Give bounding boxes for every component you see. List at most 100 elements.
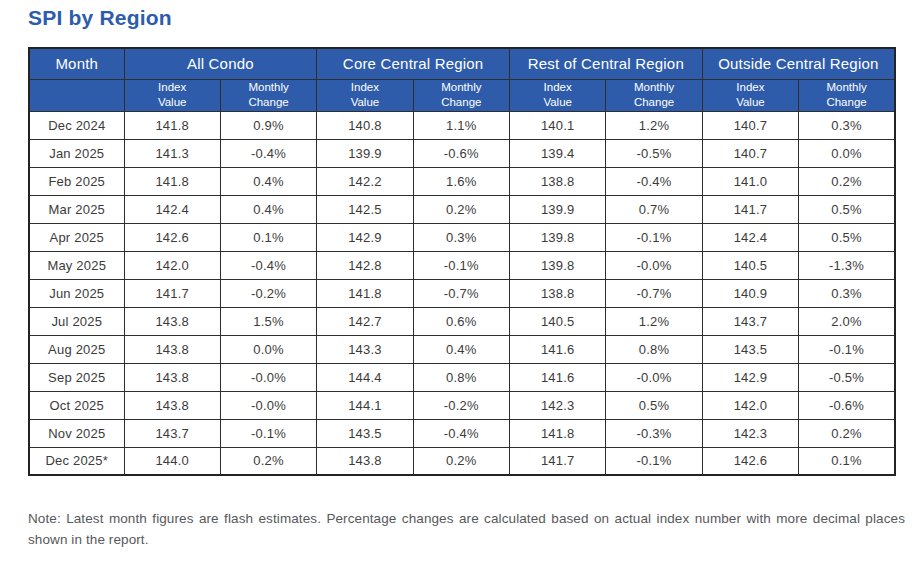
value-cell: 142.6 — [702, 447, 798, 475]
value-cell: 0.2% — [413, 447, 509, 475]
value-cell: 138.8 — [510, 167, 606, 195]
value-cell: 140.1 — [510, 111, 606, 139]
value-cell: 141.7 — [124, 279, 220, 307]
subheader-index-value: Index Value — [124, 79, 220, 111]
value-cell: 0.7% — [606, 195, 702, 223]
value-cell: 142.9 — [702, 363, 798, 391]
value-cell: 140.7 — [702, 139, 798, 167]
value-cell: -0.1% — [220, 419, 316, 447]
table-row: Jul 2025143.81.5%142.70.6%140.51.2%143.7… — [29, 307, 895, 335]
value-cell: -0.7% — [606, 279, 702, 307]
value-cell: 139.8 — [510, 223, 606, 251]
value-cell: 142.3 — [702, 419, 798, 447]
value-cell: 140.5 — [510, 307, 606, 335]
value-cell: 0.2% — [220, 447, 316, 475]
month-cell: Nov 2025 — [29, 419, 124, 447]
value-cell: 141.8 — [124, 111, 220, 139]
value-cell: 142.4 — [124, 195, 220, 223]
month-cell: Mar 2025 — [29, 195, 124, 223]
value-cell: 143.8 — [124, 335, 220, 363]
value-cell: 141.6 — [510, 363, 606, 391]
value-cell: 141.8 — [124, 167, 220, 195]
value-cell: -0.1% — [606, 223, 702, 251]
value-cell: -0.0% — [606, 251, 702, 279]
value-cell: 142.0 — [124, 251, 220, 279]
table-row: Mar 2025142.40.4%142.50.2%139.90.7%141.7… — [29, 195, 895, 223]
value-cell: 0.4% — [413, 335, 509, 363]
note-text: Note: Latest month figures are flash est… — [28, 509, 905, 551]
value-cell: 0.2% — [799, 419, 895, 447]
value-cell: -0.4% — [220, 139, 316, 167]
value-cell: 0.5% — [799, 223, 895, 251]
value-cell: 0.3% — [799, 111, 895, 139]
value-cell: -0.0% — [220, 363, 316, 391]
value-cell: -0.2% — [413, 391, 509, 419]
value-cell: 0.9% — [220, 111, 316, 139]
value-cell: 0.2% — [413, 195, 509, 223]
month-header-spacer — [29, 79, 124, 111]
value-cell: 144.1 — [317, 391, 413, 419]
table-row: Sep 2025143.8-0.0%144.40.8%141.6-0.0%142… — [29, 363, 895, 391]
table-row: Nov 2025143.7-0.1%143.5-0.4%141.8-0.3%14… — [29, 419, 895, 447]
value-cell: 1.5% — [220, 307, 316, 335]
value-cell: 144.0 — [124, 447, 220, 475]
month-cell: Jan 2025 — [29, 139, 124, 167]
value-cell: -0.0% — [606, 363, 702, 391]
region-header-row: Month All Condo Core Central Region Rest… — [29, 48, 895, 79]
table-row: Jun 2025141.7-0.2%141.8-0.7%138.8-0.7%14… — [29, 279, 895, 307]
value-cell: 141.8 — [317, 279, 413, 307]
value-cell: 0.4% — [220, 167, 316, 195]
subheader-monthly-change: Monthly Change — [606, 79, 702, 111]
value-cell: 0.5% — [799, 195, 895, 223]
value-cell: 142.9 — [317, 223, 413, 251]
table-row: Dec 2024141.80.9%140.81.1%140.11.2%140.7… — [29, 111, 895, 139]
table-row: Oct 2025143.8-0.0%144.1-0.2%142.30.5%142… — [29, 391, 895, 419]
value-cell: 140.8 — [317, 111, 413, 139]
value-cell: -0.1% — [799, 335, 895, 363]
value-cell: -0.4% — [220, 251, 316, 279]
value-cell: 141.7 — [702, 195, 798, 223]
value-cell: 0.4% — [220, 195, 316, 223]
value-cell: 0.8% — [606, 335, 702, 363]
value-cell: -0.6% — [799, 391, 895, 419]
value-cell: -0.6% — [413, 139, 509, 167]
value-cell: 1.1% — [413, 111, 509, 139]
value-cell: -0.1% — [606, 447, 702, 475]
region-header-core-central: Core Central Region — [317, 48, 510, 79]
subheader-index-value: Index Value — [510, 79, 606, 111]
month-cell: Oct 2025 — [29, 391, 124, 419]
value-cell: 142.3 — [510, 391, 606, 419]
value-cell: 0.3% — [413, 223, 509, 251]
value-cell: 142.5 — [317, 195, 413, 223]
month-cell: Aug 2025 — [29, 335, 124, 363]
region-header-all-condo: All Condo — [124, 48, 317, 79]
value-cell: 142.2 — [317, 167, 413, 195]
value-cell: 143.3 — [317, 335, 413, 363]
table-row: Jan 2025141.3-0.4%139.9-0.6%139.4-0.5%14… — [29, 139, 895, 167]
value-cell: 143.5 — [702, 335, 798, 363]
month-cell: Jun 2025 — [29, 279, 124, 307]
value-cell: 139.4 — [510, 139, 606, 167]
month-cell: Dec 2024 — [29, 111, 124, 139]
value-cell: 140.7 — [702, 111, 798, 139]
value-cell: 0.5% — [606, 391, 702, 419]
table-row: Dec 2025*144.00.2%143.80.2%141.7-0.1%142… — [29, 447, 895, 475]
value-cell: 0.8% — [413, 363, 509, 391]
spi-by-region-table: Month All Condo Core Central Region Rest… — [28, 47, 896, 476]
value-cell: 143.5 — [317, 419, 413, 447]
value-cell: -0.7% — [413, 279, 509, 307]
subheader-row: Index Value Monthly Change Index Value M… — [29, 79, 895, 111]
value-cell: 0.1% — [799, 447, 895, 475]
report-page: SPI by Region Month All Condo Core Centr… — [0, 0, 924, 551]
value-cell: 0.6% — [413, 307, 509, 335]
subheader-index-value: Index Value — [317, 79, 413, 111]
month-cell: Apr 2025 — [29, 223, 124, 251]
value-cell: 141.6 — [510, 335, 606, 363]
value-cell: 1.2% — [606, 307, 702, 335]
table-header: Month All Condo Core Central Region Rest… — [29, 48, 895, 111]
value-cell: 141.7 — [510, 447, 606, 475]
value-cell: 139.9 — [317, 139, 413, 167]
value-cell: 142.7 — [317, 307, 413, 335]
month-cell: Dec 2025* — [29, 447, 124, 475]
subheader-monthly-change: Monthly Change — [413, 79, 509, 111]
